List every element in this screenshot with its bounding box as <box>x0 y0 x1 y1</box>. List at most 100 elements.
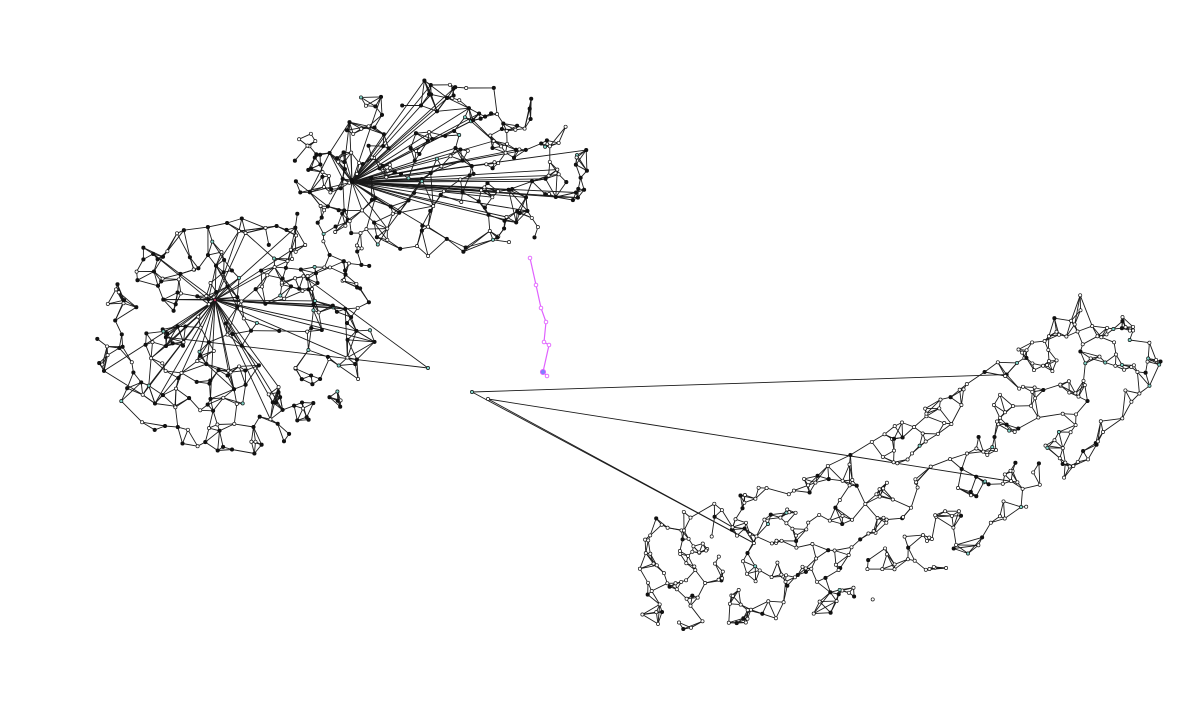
graph-node <box>428 171 433 176</box>
graph-node <box>883 546 888 551</box>
graph-node <box>1158 359 1163 364</box>
graph-node <box>469 164 474 169</box>
graph-node <box>263 301 268 306</box>
graph-node <box>342 208 347 213</box>
graph-node <box>297 137 302 142</box>
graph-edge <box>764 517 781 521</box>
graph-node <box>496 189 500 194</box>
graph-node <box>231 387 237 392</box>
graph-edge <box>915 466 932 483</box>
graph-node <box>826 548 831 553</box>
graph-edge <box>427 210 431 227</box>
graph-edge <box>341 213 346 226</box>
graph-edge <box>283 286 292 299</box>
graph-edge <box>260 266 275 272</box>
graph-edge <box>459 99 470 109</box>
graph-edge <box>351 181 507 218</box>
graph-edge <box>955 544 969 554</box>
graph-node <box>150 340 155 345</box>
graph-node <box>584 148 589 153</box>
graph-node <box>293 249 298 254</box>
graph-edge <box>253 426 256 442</box>
graph-edge <box>145 344 152 359</box>
graph-edge <box>1147 342 1150 359</box>
graph-edge <box>255 274 268 290</box>
graph-edge <box>489 135 502 147</box>
graph-node <box>152 401 158 406</box>
graph-node <box>295 418 300 423</box>
graph-edge <box>107 289 117 305</box>
graph-edge <box>497 152 506 164</box>
graph-node <box>679 579 684 584</box>
graph-edge <box>214 299 357 332</box>
graph-node <box>225 220 230 226</box>
graph-edge <box>1139 385 1150 394</box>
graph-node <box>730 525 735 530</box>
graph-node <box>1045 363 1050 367</box>
graph-edge <box>756 523 769 537</box>
graph-edge <box>1147 361 1160 366</box>
graph-node <box>817 599 822 604</box>
graph-edge <box>886 517 903 521</box>
graph-node <box>665 581 670 586</box>
graph-edge <box>281 277 296 284</box>
graph-edge <box>361 127 375 130</box>
graph-node <box>992 434 997 440</box>
graph-edge <box>952 527 957 545</box>
graph-node <box>338 404 343 409</box>
graph-node <box>646 580 650 585</box>
graph-edge <box>487 398 1018 483</box>
graph-node <box>1085 398 1090 404</box>
graph-edge <box>471 374 1007 393</box>
graph-node <box>810 542 815 546</box>
graph-node <box>243 368 248 373</box>
graph-node <box>482 205 487 210</box>
graph-node <box>499 144 504 149</box>
graph-node <box>649 589 654 593</box>
graph-edge <box>697 582 706 598</box>
graph-node <box>208 378 213 383</box>
graph-node <box>171 308 176 313</box>
graph-edge <box>217 423 235 425</box>
graph-node <box>871 529 876 533</box>
graph-node <box>272 265 277 270</box>
graph-node <box>447 82 452 87</box>
graph-node <box>343 306 348 311</box>
graph-node <box>784 521 789 526</box>
graph-node <box>155 257 160 262</box>
graph-edge <box>153 259 159 272</box>
graph-node <box>912 425 917 429</box>
graph-edge <box>487 398 755 544</box>
graph-node <box>574 155 579 160</box>
graph-edge <box>351 110 438 183</box>
graph-node <box>414 149 419 153</box>
graph-node <box>285 259 290 263</box>
graph-edge <box>114 306 137 321</box>
graph-edge <box>690 503 715 518</box>
graph-edge <box>181 372 197 383</box>
graph-edge <box>133 372 142 383</box>
graph-node <box>949 422 954 426</box>
graph-edge <box>803 478 816 484</box>
graph-node <box>837 498 842 503</box>
graph-node <box>248 328 254 333</box>
graph-node <box>910 451 914 456</box>
graph-edge <box>300 186 325 193</box>
graph-node <box>381 144 386 149</box>
graph-edge <box>873 517 878 532</box>
graph-node <box>406 176 411 181</box>
graph-node <box>703 581 708 585</box>
graph-node <box>933 513 938 518</box>
graph-node <box>1011 404 1015 409</box>
graph-node <box>457 98 462 103</box>
graph-edge <box>356 330 375 343</box>
graph-edge <box>256 322 280 332</box>
graph-node <box>891 460 896 465</box>
graph-node <box>793 510 798 515</box>
graph-edge <box>953 544 979 549</box>
graph-node <box>768 512 773 517</box>
graph-node <box>206 340 211 345</box>
graph-edge <box>728 603 731 623</box>
graph-edge <box>306 402 314 418</box>
graph-node <box>727 601 732 606</box>
